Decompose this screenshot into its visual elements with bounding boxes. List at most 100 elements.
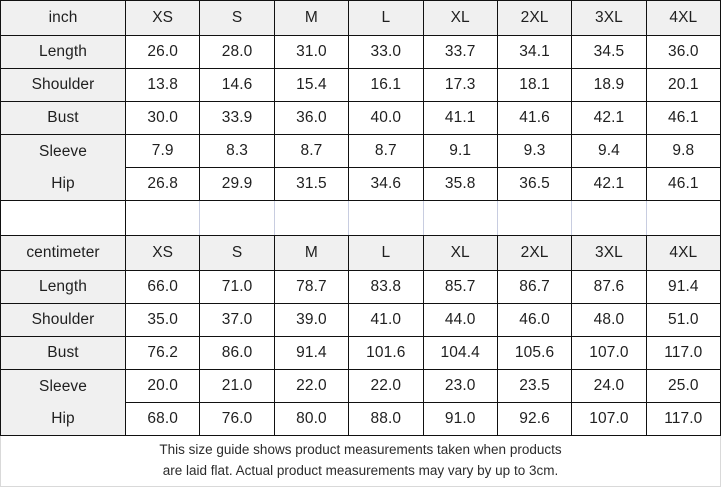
size-header-m: M [273, 0, 350, 36]
measurement-cell: 85.7 [422, 270, 498, 304]
measurement-cell: 101.6 [348, 336, 424, 370]
size-header-xs: XS [124, 235, 201, 271]
measurement-cell: 86.0 [199, 336, 275, 370]
measurement-cell: 46.1 [645, 167, 721, 201]
table-row: Shoulder 13.8 14.6 15.4 16.1 17.3 18.1 18.9 20.1 [0, 68, 721, 102]
unit-label: centimeter [0, 235, 126, 271]
measurement-cell: 46.0 [496, 303, 573, 337]
measurement-cell: 36.0 [273, 101, 350, 135]
note-line-2: are laid flat. Actual product measuremen… [162, 463, 559, 478]
measurement-cell: 33.9 [199, 101, 275, 135]
table-header-row: inch XS S M L XL 2XL 3XL 4XL [0, 0, 721, 36]
measurement-cell: 8.3 [199, 134, 275, 168]
measurement-cell: 15.4 [273, 68, 350, 102]
measurement-cell: 51.0 [645, 303, 721, 337]
measurement-cell: 28.0 [199, 35, 275, 69]
row-label-length: Length [0, 270, 126, 304]
row-label-sleeve: Sleeve [0, 369, 126, 403]
spacer-cell [422, 200, 498, 236]
spacer-cell [496, 200, 573, 236]
measurement-cell: 8.7 [273, 134, 350, 168]
table-row: Hip 68.0 76.0 80.0 88.0 91.0 92.6 107.0 117.0 [0, 402, 721, 436]
table-row: Sleeve 20.0 21.0 22.0 22.0 23.0 23.5 24.0 25.0 [0, 369, 721, 403]
row-label-shoulder: Shoulder [0, 68, 126, 102]
measurement-cell: 42.1 [571, 167, 647, 201]
spacer-cell [0, 200, 126, 236]
measurement-cell: 18.1 [496, 68, 573, 102]
measurement-cell: 80.0 [273, 402, 350, 436]
table-header-row: centimeter XS S M L XL 2XL 3XL 4XL [0, 235, 721, 271]
size-header-3xl: 3XL [571, 0, 647, 36]
measurement-cell: 36.5 [496, 167, 573, 201]
measurement-cell: 40.0 [348, 101, 424, 135]
table-row: Bust 30.0 33.9 36.0 40.0 41.1 41.6 42.1 46.1 [0, 101, 721, 135]
row-label-length: Length [0, 35, 126, 69]
measurement-cell: 26.0 [124, 35, 201, 69]
measurement-cell: 33.0 [348, 35, 424, 69]
spacer-cell [273, 200, 350, 236]
spacer-cell [645, 200, 721, 236]
size-header-2xl: 2XL [496, 0, 573, 36]
spacer-cell [348, 200, 424, 236]
size-header-s: S [199, 0, 275, 36]
measurement-cell: 87.6 [571, 270, 647, 304]
measurement-cell: 41.6 [496, 101, 573, 135]
row-label-sleeve: Sleeve [0, 134, 126, 168]
size-header-2xl: 2XL [496, 235, 573, 271]
table-row: Shoulder 35.0 37.0 39.0 41.0 44.0 46.0 48.0 51.0 [0, 303, 721, 337]
measurement-cell: 117.0 [645, 336, 721, 370]
row-label-hip: Hip [0, 167, 126, 201]
table-row: Sleeve 7.9 8.3 8.7 8.7 9.1 9.3 9.4 9.8 [0, 134, 721, 168]
measurement-cell: 9.3 [496, 134, 573, 168]
size-header-xl: XL [422, 235, 498, 271]
unit-label: inch [0, 0, 126, 36]
measurement-cell: 46.1 [645, 101, 721, 135]
measurement-cell: 66.0 [124, 270, 201, 304]
measurement-cell: 16.1 [348, 68, 424, 102]
note-line-1: This size guide shows product measuremen… [159, 442, 562, 458]
measurement-cell: 39.0 [273, 303, 350, 337]
measurement-cell: 23.0 [422, 369, 498, 403]
measurement-cell: 41.0 [348, 303, 424, 337]
size-header-xl: XL [422, 0, 498, 36]
size-header-l: L [348, 0, 424, 36]
table-row: Hip 26.8 29.9 31.5 34.6 35.8 36.5 42.1 46.1 [0, 167, 721, 201]
measurement-cell: 21.0 [199, 369, 275, 403]
size-header-s: S [199, 235, 275, 271]
measurement-cell: 17.3 [422, 68, 498, 102]
measurement-cell: 91.0 [422, 402, 498, 436]
measurement-cell: 117.0 [645, 402, 721, 436]
measurement-cell: 31.0 [273, 35, 350, 69]
size-header-xs: XS [124, 0, 201, 36]
measurement-cell: 36.0 [645, 35, 721, 69]
measurement-cell: 8.7 [348, 134, 424, 168]
row-label-hip: Hip [0, 402, 126, 436]
measurement-cell: 34.6 [348, 167, 424, 201]
measurement-cell: 83.8 [348, 270, 424, 304]
measurement-cell: 23.5 [496, 369, 573, 403]
size-table: inch XS S M L XL 2XL 3XL 4XL Length 26.0 28.0 31.0 33… [0, 0, 721, 436]
measurement-cell: 78.7 [273, 270, 350, 304]
measurement-cell: 30.0 [124, 101, 201, 135]
measurement-cell: 91.4 [645, 270, 721, 304]
size-header-3xl: 3XL [571, 235, 647, 271]
measurement-cell: 42.1 [571, 101, 647, 135]
row-label-bust: Bust [0, 101, 126, 135]
measurement-cell: 20.0 [124, 369, 201, 403]
row-label-bust: Bust [0, 336, 126, 370]
measurement-cell: 44.0 [422, 303, 498, 337]
table-row: Length 66.0 71.0 78.7 83.8 85.7 86.7 87.6 91.4 [0, 270, 721, 304]
measurement-cell: 22.0 [348, 369, 424, 403]
measurement-cell: 86.7 [496, 270, 573, 304]
measurement-cell: 48.0 [571, 303, 647, 337]
measurement-cell: 41.1 [422, 101, 498, 135]
measurement-cell: 76.0 [199, 402, 275, 436]
measurement-cell: 68.0 [124, 402, 201, 436]
measurement-cell: 76.2 [124, 336, 201, 370]
measurement-cell: 34.1 [496, 35, 573, 69]
measurement-cell: 34.5 [571, 35, 647, 69]
row-label-shoulder: Shoulder [0, 303, 126, 337]
measurement-cell: 91.4 [273, 336, 350, 370]
size-header-4xl: 4XL [645, 0, 721, 36]
